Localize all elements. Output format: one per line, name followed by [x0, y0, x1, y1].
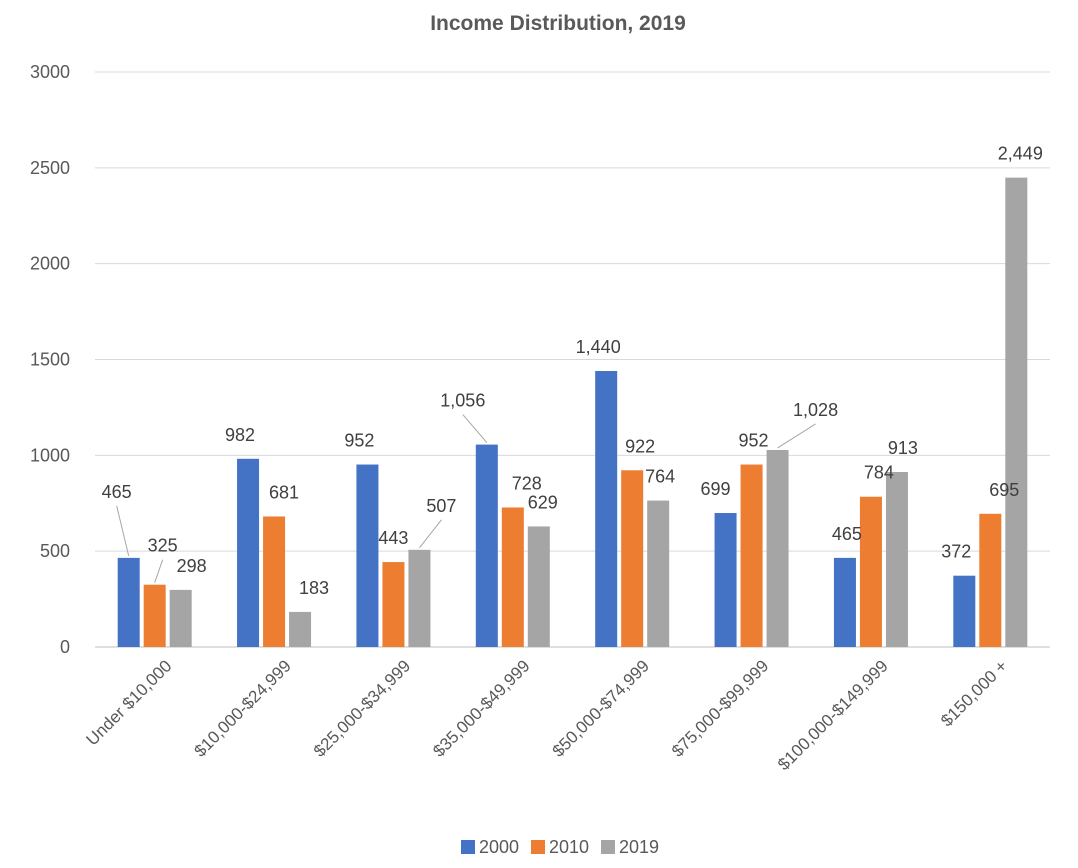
- data-label: 1,028: [793, 400, 838, 420]
- data-label: 681: [269, 482, 299, 502]
- data-label: 325: [148, 536, 178, 556]
- bar-2010: [382, 562, 405, 647]
- bar-2019: [766, 449, 789, 647]
- legend-swatch: [461, 840, 475, 854]
- data-label: 728: [512, 473, 542, 493]
- bar-2019: [1005, 177, 1028, 647]
- bar-2010: [143, 584, 166, 647]
- label-leader-line: [462, 414, 488, 443]
- data-label: 982: [225, 425, 255, 445]
- data-label: 1,056: [440, 391, 485, 411]
- bar-2019: [885, 472, 908, 647]
- x-axis-ticks: Under $10,000 $10,000-$24,999 $25,000-$34,…: [83, 656, 1012, 774]
- legend-label: 2019: [619, 837, 659, 857]
- legend-label: 2010: [549, 837, 589, 857]
- data-label: 913: [888, 438, 918, 458]
- bar-2010: [740, 464, 763, 647]
- x-tick-label: $75,000-$99,999: [668, 656, 772, 760]
- bars: [117, 177, 1028, 647]
- y-tick-label: 0: [60, 637, 70, 657]
- data-label: 629: [528, 492, 558, 512]
- legend-swatch: [601, 840, 615, 854]
- label-leader-line: [116, 505, 130, 556]
- x-tick-label: $10,000-$24,999: [191, 656, 295, 760]
- data-label: 372: [941, 542, 971, 562]
- data-label: 699: [701, 479, 731, 499]
- y-axis-ticks: 0 500 1000 1500 2000 2500 3000: [30, 62, 70, 657]
- label-leader-lines: [116, 414, 816, 583]
- y-tick-label: 1500: [30, 350, 70, 370]
- chart-title: Income Distribution, 2019: [430, 12, 686, 35]
- bar-2019: [408, 549, 431, 647]
- bar-2010: [859, 496, 882, 647]
- data-label: 784: [864, 463, 894, 483]
- data-label: 764: [645, 467, 675, 487]
- y-tick-label: 500: [40, 541, 70, 561]
- legend-label: 2000: [479, 837, 519, 857]
- bar-2019: [647, 500, 670, 647]
- data-label: 507: [426, 496, 456, 516]
- x-tick-label: $25,000-$34,999: [310, 656, 414, 760]
- legend: 2000 2010 2019: [461, 837, 659, 857]
- data-label: 695: [989, 480, 1019, 500]
- bar-2010: [621, 470, 644, 647]
- bar-2000: [475, 444, 498, 647]
- bar-2000: [117, 557, 140, 647]
- x-tick-label: $100,000-$149,999: [774, 656, 892, 774]
- x-tick-label: Under $10,000: [83, 656, 176, 749]
- data-label: 1,440: [576, 337, 621, 357]
- y-tick-label: 2500: [30, 158, 70, 178]
- bar-2000: [833, 557, 856, 647]
- legend-swatch: [531, 840, 545, 854]
- bar-2000: [714, 513, 737, 647]
- bar-2019: [527, 526, 550, 647]
- data-label: 922: [625, 436, 655, 456]
- data-label: 465: [832, 524, 862, 544]
- y-tick-label: 2000: [30, 254, 70, 274]
- bar-2010: [501, 507, 524, 647]
- data-label: 465: [102, 482, 132, 502]
- label-leader-line: [419, 519, 442, 549]
- x-tick-label: $50,000-$74,999: [549, 656, 653, 760]
- data-label: 183: [299, 578, 329, 598]
- bar-2010: [263, 516, 286, 647]
- bar-2000: [953, 575, 976, 647]
- bar-2019: [169, 589, 192, 647]
- label-leader-line: [777, 423, 816, 449]
- data-label: 952: [739, 431, 769, 451]
- y-tick-label: 1000: [30, 445, 70, 465]
- label-leader-line: [154, 559, 164, 583]
- data-label: 2,449: [998, 144, 1043, 164]
- data-label: 952: [344, 431, 374, 451]
- bar-2019: [289, 611, 312, 647]
- bar-2000: [356, 464, 379, 647]
- data-label: 443: [378, 528, 408, 548]
- y-tick-label: 3000: [30, 62, 70, 82]
- bar-2000: [595, 371, 618, 647]
- x-tick-label: $150,000 +: [937, 656, 1011, 730]
- bar-2010: [979, 513, 1002, 647]
- x-tick-label: $35,000-$49,999: [429, 656, 533, 760]
- data-label: 298: [177, 556, 207, 576]
- bar-2000: [237, 458, 260, 647]
